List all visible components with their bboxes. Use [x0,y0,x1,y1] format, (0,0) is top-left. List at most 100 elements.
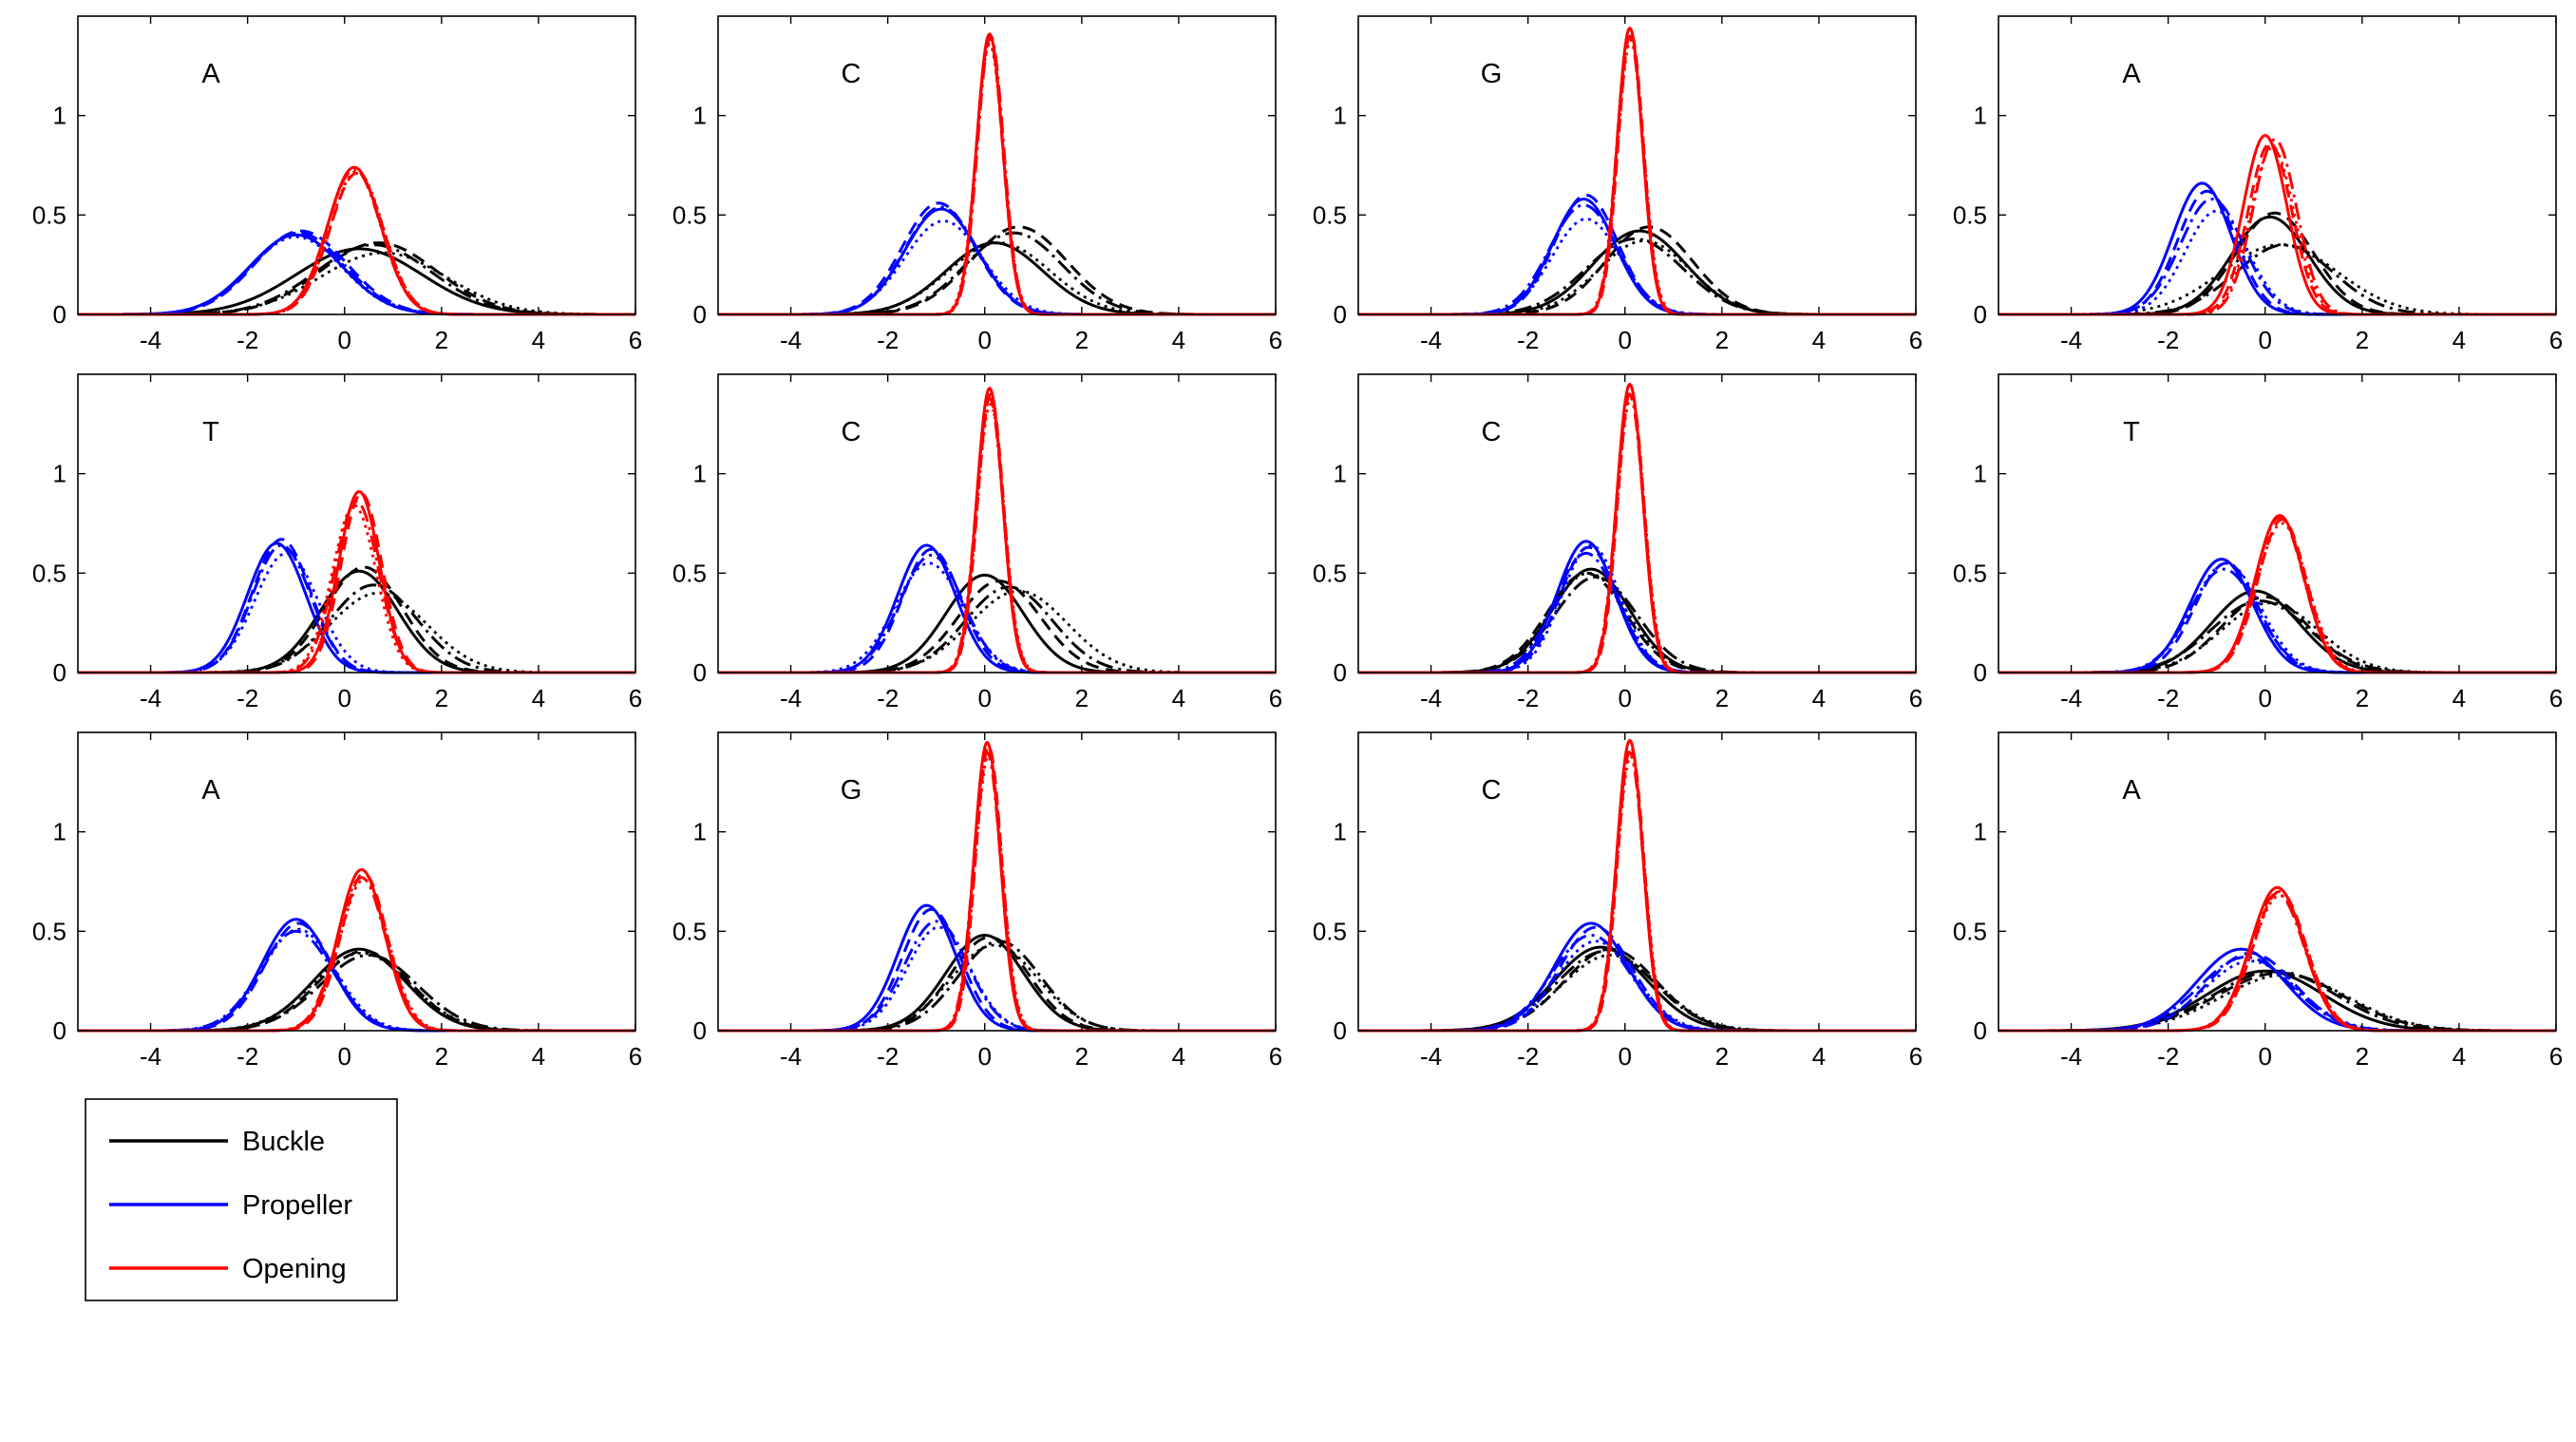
y-tick-label: 0 [1334,300,1347,329]
y-tick-label: 1 [1334,460,1347,488]
x-tick-label: 4 [1812,684,1826,712]
panel-label: C [1482,775,1502,806]
subplot-1: -4 -2 0 2 4 6 0 0.5 1 A [32,15,642,354]
y-tick-label: 0 [1974,658,1987,687]
x-tick-label: 6 [2549,1042,2563,1071]
x-tick-label: -2 [237,1042,258,1071]
axes-box [717,373,1277,674]
y-tick-label: 0 [53,300,66,329]
y-tick-label: 0.5 [672,200,707,229]
x-tick-label: -2 [877,326,899,354]
x-tick-label: 0 [2259,684,2272,712]
x-tick-label: -4 [1420,1042,1442,1071]
x-tick-label: -4 [140,684,161,712]
subplot-5: -4 -2 0 2 4 6 0 0.5 1 T [32,373,642,712]
y-tick-label: 0 [1334,1016,1347,1045]
x-tick-label: 0 [338,326,351,354]
x-tick-label: 6 [629,684,642,712]
x-tick-label: 6 [2549,326,2563,354]
x-tick-label: 2 [435,326,448,354]
panel-label: G [841,775,862,806]
y-tick-label: 0 [1974,1016,1987,1045]
legend-label-propeller: Propeller [242,1190,352,1221]
series-propeller-curve-3 [77,929,636,1033]
panel-label: T [202,417,219,447]
subplot-10: -4 -2 0 2 4 6 0 0.5 1 G [672,731,1282,1071]
panel-label: C [842,417,862,447]
x-tick-label: 0 [978,684,992,712]
plot-area [1998,732,2556,1031]
y-tick-label: 1 [53,460,66,488]
x-tick-label: 2 [1075,684,1089,712]
x-tick-label: 4 [1172,326,1185,354]
x-tick-label: -2 [2157,684,2179,712]
y-tick-label: 0.5 [32,559,66,587]
x-tick-label: 0 [978,1042,992,1071]
y-tick-label: 1 [693,818,707,846]
x-tick-label: -2 [877,1042,899,1071]
y-tick-label: 0.5 [1313,559,1347,587]
series-propeller-curve-4 [77,235,636,316]
y-tick-label: 0 [693,300,707,329]
axes-box [1357,373,1917,674]
x-tick-label: 2 [435,684,448,712]
y-tick-label: 0.5 [1953,559,1987,587]
x-tick-label: 2 [2356,326,2369,354]
x-tick-label: 4 [1812,326,1826,354]
panel-label: A [201,775,220,806]
x-tick-label: 6 [629,326,642,354]
x-tick-label: 2 [2356,684,2369,712]
axes-box [1357,15,1917,315]
legend: Buckle Propeller Opening [85,1098,398,1301]
panel-label: C [1482,417,1502,447]
x-tick-label: 0 [1619,1042,1632,1071]
x-tick-label: -2 [2157,1042,2179,1071]
axes-box [717,731,1277,1032]
x-tick-label: -2 [237,326,258,354]
x-tick-label: 0 [2259,1042,2272,1071]
panel-label: T [2123,417,2140,447]
plot-area [78,374,635,673]
panel-label: A [2122,59,2141,89]
axes-box [1998,731,2557,1032]
axes-box [77,15,636,315]
y-tick-label: 1 [693,460,707,488]
x-tick-label: -4 [780,684,802,712]
subplot-7: -4 -2 0 2 4 6 0 0.5 1 C [1313,373,1923,712]
x-tick-label: -4 [1420,326,1442,354]
x-tick-label: -4 [2060,1042,2082,1071]
x-tick-label: 4 [2453,1042,2466,1071]
x-tick-label: -2 [1517,1042,1539,1071]
y-tick-label: 0 [693,1016,707,1045]
subplot-3: -4 -2 0 2 4 6 0 0.5 1 G [1313,15,1923,354]
subplot-2: -4 -2 0 2 4 6 0 0.5 1 C [672,15,1282,354]
x-tick-label: 2 [1715,1042,1729,1071]
x-tick-label: 2 [1715,326,1729,354]
subplot-4: -4 -2 0 2 4 6 0 0.5 1 A [1953,15,2563,354]
axes-box [1998,15,2557,315]
series-propeller-curve-3 [77,231,636,316]
x-tick-label: 0 [1619,684,1632,712]
series-propeller-curve-3 [1998,567,2557,674]
series-opening-curve-3 [717,396,1277,674]
series-buckle-curve-3 [77,243,636,316]
panel-label: C [842,59,862,89]
y-tick-label: 1 [693,102,707,130]
x-tick-label: 0 [2259,326,2272,354]
y-tick-label: 1 [1334,818,1347,846]
y-tick-label: 0.5 [1313,200,1347,229]
x-tick-label: 4 [1812,1042,1826,1071]
x-tick-label: 2 [1075,326,1089,354]
x-tick-label: 6 [1909,326,1923,354]
axes-box [77,373,636,674]
y-tick-label: 1 [1334,102,1347,130]
x-tick-label: -4 [2060,326,2082,354]
y-tick-label: 0.5 [1313,917,1347,945]
y-tick-label: 0 [53,658,66,687]
legend-label-opening: Opening [242,1254,347,1284]
x-tick-label: 4 [532,1042,545,1071]
x-tick-label: -2 [1517,326,1539,354]
x-tick-label: -2 [237,684,258,712]
x-tick-label: 2 [2356,1042,2369,1071]
